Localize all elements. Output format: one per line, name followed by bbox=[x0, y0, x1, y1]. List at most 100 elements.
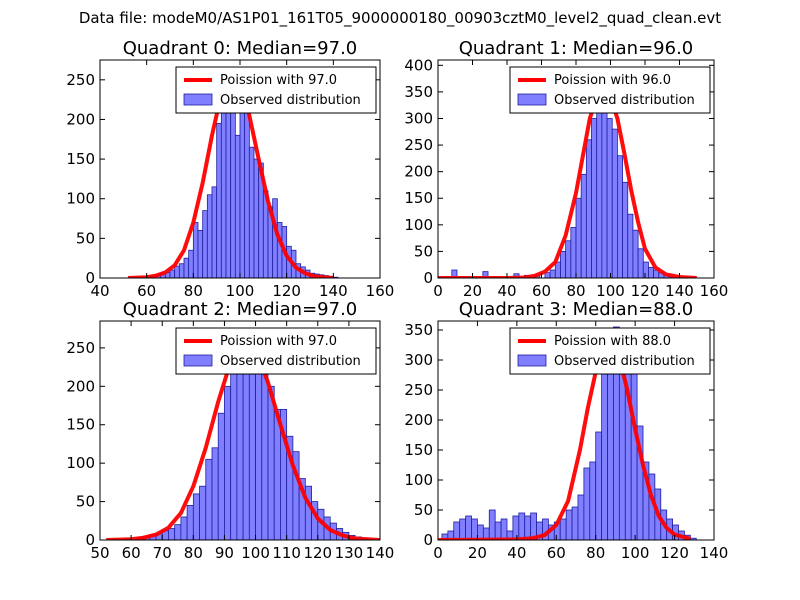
y-tick-label: 300 bbox=[404, 109, 433, 127]
histogram-bar bbox=[261, 362, 269, 540]
histogram-bar bbox=[577, 494, 585, 540]
x-tick-label: 90 bbox=[215, 544, 234, 562]
quadrant-title: Quadrant 0: Median=97.0 bbox=[123, 38, 358, 59]
legend-label-observed: Observed distribution bbox=[554, 354, 695, 369]
histogram-bar bbox=[575, 197, 582, 278]
x-tick-label: 140 bbox=[665, 282, 694, 300]
panels: 40 60 80 100 120 140 160 0 50 100 150 200 250 Quadran… bbox=[66, 38, 728, 562]
histogram-bar bbox=[601, 107, 608, 278]
histogram-bar bbox=[216, 123, 222, 278]
x-tick-label: 140 bbox=[366, 544, 395, 562]
histogram-bar bbox=[554, 261, 561, 278]
histogram-bar bbox=[549, 269, 556, 278]
histogram-bar bbox=[255, 355, 263, 540]
histogram-bar bbox=[570, 227, 577, 278]
histogram-bar bbox=[494, 521, 502, 540]
x-tick-label: 80 bbox=[184, 282, 203, 300]
histogram-bar bbox=[648, 266, 655, 278]
histogram-bar bbox=[622, 181, 629, 278]
legend-label-observed: Observed distribution bbox=[554, 93, 695, 108]
histogram-bar bbox=[180, 516, 188, 540]
histogram-bar bbox=[565, 240, 572, 278]
histogram-bar bbox=[273, 408, 281, 540]
y-tick-label: 250 bbox=[404, 136, 433, 154]
histogram-bar bbox=[211, 447, 219, 540]
histogram-bar bbox=[267, 385, 275, 540]
y-tick-label: 400 bbox=[404, 56, 433, 74]
histogram-bar bbox=[607, 347, 614, 540]
legend: Poission with 97.0 Observed distribution bbox=[175, 327, 377, 375]
x-tick-label: 130 bbox=[335, 544, 364, 562]
x-tick-label: 100 bbox=[621, 544, 650, 562]
histogram-bar bbox=[465, 515, 472, 540]
y-tick-label: 350 bbox=[404, 321, 433, 339]
x-tick-label: 120 bbox=[660, 544, 689, 562]
histogram-bar bbox=[518, 512, 526, 540]
x-tick-label: 40 bbox=[90, 282, 109, 300]
histogram-bar bbox=[186, 505, 194, 540]
x-tick-label: 50 bbox=[90, 544, 109, 562]
y-tick-label: 300 bbox=[404, 351, 433, 369]
x-tick-label: 160 bbox=[366, 282, 395, 300]
histogram-bar bbox=[611, 128, 618, 278]
histogram-bar bbox=[595, 431, 603, 540]
histogram-bar bbox=[488, 509, 496, 540]
x-tick-label: 80 bbox=[184, 544, 203, 562]
quadrant-title: Quadrant 1: Median=96.0 bbox=[459, 38, 694, 59]
histogram-bar bbox=[224, 385, 232, 540]
y-tick-label: 50 bbox=[414, 501, 433, 519]
histogram-bar bbox=[202, 210, 208, 278]
y-tick-label: 200 bbox=[66, 110, 95, 128]
legend-bar-swatch bbox=[517, 93, 547, 106]
x-tick-label: 40 bbox=[507, 544, 526, 562]
legend: Poission with 97.0 Observed distribution bbox=[175, 66, 377, 114]
histogram-bar bbox=[192, 222, 199, 278]
histogram-bar bbox=[183, 257, 190, 278]
histogram-bar bbox=[242, 366, 250, 540]
y-tick-label: 250 bbox=[66, 71, 95, 89]
legend-bar-swatch bbox=[517, 354, 547, 367]
histogram-bars bbox=[451, 91, 680, 278]
histogram-bar bbox=[591, 118, 598, 278]
histogram-bar bbox=[544, 272, 551, 278]
x-tick-label: 60 bbox=[122, 544, 141, 562]
y-tick-label: 350 bbox=[404, 83, 433, 101]
y-tick-label: 250 bbox=[66, 339, 95, 357]
x-tick-label: 80 bbox=[586, 544, 605, 562]
histogram-bar bbox=[174, 524, 182, 540]
histogram-bar bbox=[197, 230, 204, 278]
histogram-bar bbox=[630, 359, 638, 540]
y-tick-label: 100 bbox=[404, 216, 433, 234]
y-tick-label: 50 bbox=[76, 229, 95, 247]
histogram-bar bbox=[168, 528, 176, 540]
x-tick-label: 0 bbox=[433, 282, 443, 300]
axes-frame bbox=[99, 320, 381, 541]
y-tick-label: 150 bbox=[404, 189, 433, 207]
histogram-bar bbox=[589, 461, 597, 540]
legend-bar-swatch bbox=[183, 93, 213, 106]
y-tick-label: 200 bbox=[404, 411, 433, 429]
quadrant-1-plot: 0 20 40 60 80 100 120 140 160 0 50 100 150 200 250 300 3… bbox=[404, 38, 728, 300]
histogram-bar bbox=[637, 248, 644, 278]
histogram-bar bbox=[234, 134, 241, 278]
quadrant-title: Quadrant 3: Median=88.0 bbox=[459, 299, 694, 320]
y-tick-label: 150 bbox=[66, 150, 95, 168]
histogram-bar bbox=[471, 518, 478, 540]
y-tick-label: 100 bbox=[404, 471, 433, 489]
histogram-bar bbox=[583, 467, 591, 540]
histogram-bar bbox=[230, 355, 238, 540]
histogram-bar bbox=[606, 118, 613, 278]
x-tick-label: 120 bbox=[303, 544, 332, 562]
histogram-bar bbox=[565, 509, 573, 540]
histogram-bar bbox=[585, 139, 592, 278]
y-tick-label: 150 bbox=[404, 441, 433, 459]
histogram-bar bbox=[524, 515, 532, 540]
histogram-bar bbox=[192, 493, 200, 540]
x-tick-label: 100 bbox=[226, 282, 255, 300]
legend: Poission with 96.0 Observed distribution bbox=[509, 66, 711, 114]
legend: Poission with 88.0 Observed distribution bbox=[509, 327, 711, 375]
legend-bar-swatch bbox=[183, 354, 213, 367]
x-tick-label: 80 bbox=[566, 282, 585, 300]
legend-label-poisson: Poission with 97.0 bbox=[220, 73, 337, 88]
x-tick-label: 110 bbox=[272, 544, 301, 562]
